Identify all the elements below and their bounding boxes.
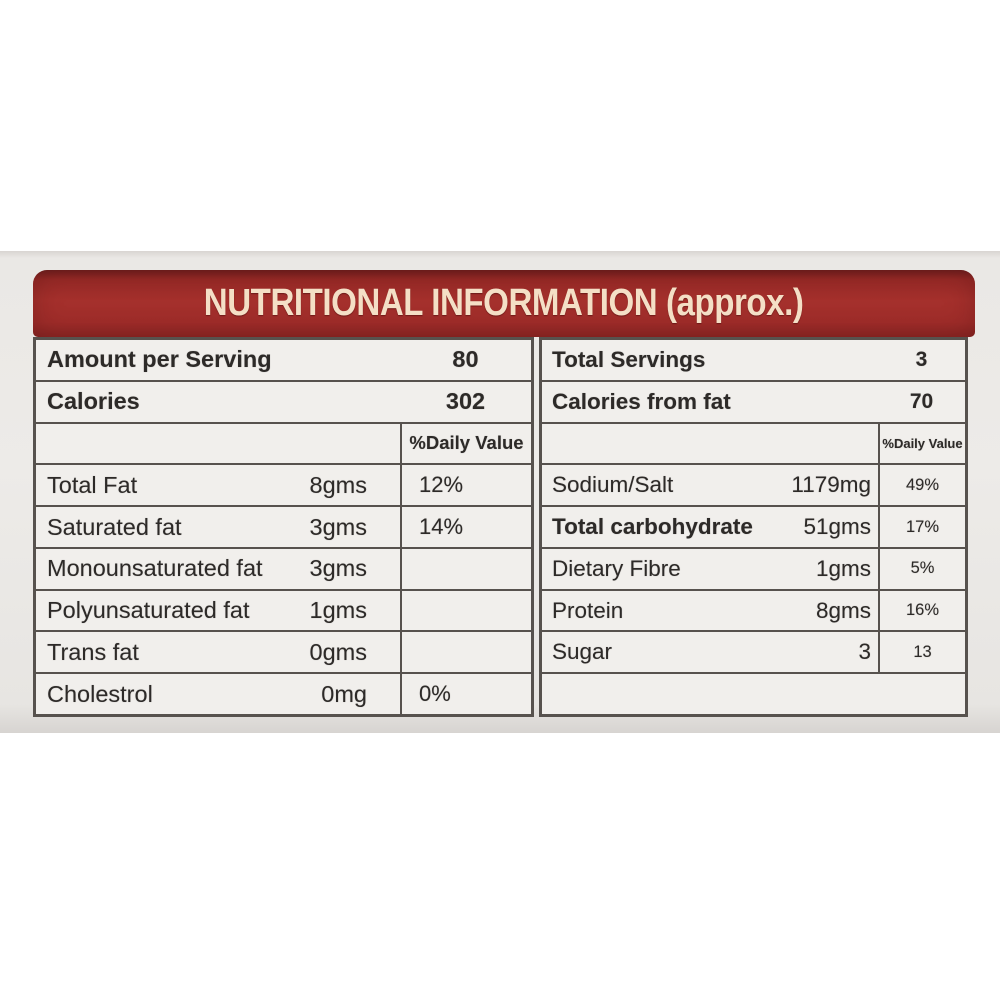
row-amount: 0mg [321,680,367,707]
row-amount: 3 [858,639,871,665]
row-label: Calories from fat [552,388,731,414]
row-value: 3 [915,347,928,371]
row-daily-value: 17% [878,507,965,547]
row-cholestrol: Cholestrol 0mg 0% [36,672,531,715]
row-total-fat: Total Fat 8gms 12% [36,463,531,506]
row-dietary-fibre: Dietary Fibre 1gms 5% [542,546,965,589]
row-sodium-salt: Sodium/Salt 1179mg 49% [542,463,965,506]
row-amount-per-serving: Amount per Serving 80 [36,340,531,380]
row-amount: 8gms [309,471,367,498]
row-daily-value: 5% [878,548,965,589]
row-daily-value-header: %Daily Value [36,421,531,464]
row-value: 70 [909,389,934,413]
row-amount: 1gms [815,555,871,581]
daily-value-header: %Daily Value [878,423,965,464]
row-daily-value [400,632,531,673]
row-label: Total carbohydrate [552,514,753,540]
row-label: Saturated fat [47,513,182,540]
row-amount: 51gms [803,514,871,540]
empty-cell [542,424,878,464]
row-daily-value: 0% [400,674,531,715]
row-daily-value: 14% [400,507,531,547]
row-label: Monounsaturated fat [47,555,263,582]
row-label: Protein [552,597,624,623]
row-label: Polyunsaturated fat [47,597,250,624]
row-daily-value: 12% [400,465,531,506]
row-saturated-fat: Saturated fat 3gms 14% [36,505,531,547]
row-monounsaturated-fat: Monounsaturated fat 3gms [36,546,531,589]
row-label: Calories [47,388,140,415]
nutrition-table-right: Total Servings 3 Calories from fat 70 %D… [539,337,968,717]
row-label: Trans fat [47,638,139,665]
row-label: Sugar [552,639,613,665]
daily-value-header: %Daily Value [400,423,531,464]
row-label: Total Fat [47,471,138,498]
row-calories-from-fat: Calories from fat 70 [542,379,965,422]
row-daily-value: 49% [878,465,965,506]
row-daily-value: 16% [878,590,965,631]
empty-cell [542,674,965,714]
row-daily-value [400,590,531,631]
row-empty [542,672,965,714]
row-amount: 3gms [309,513,367,540]
row-amount: 8gms [815,597,871,623]
row-daily-value: 13 [878,632,965,673]
row-label: Total Servings [552,346,706,372]
row-label: Amount per Serving [47,346,272,373]
row-value: 80 [452,346,479,373]
row-polyunsaturated-fat: Polyunsaturated fat 1gms [36,588,531,631]
row-amount: 1179mg [791,472,871,498]
row-label: Sodium/Salt [552,472,674,498]
row-trans-fat: Trans fat 0gms [36,630,531,673]
label-title: NUTRITIONAL INFORMATION (approx.) [204,282,804,324]
row-amount: 0gms [309,638,367,665]
row-daily-value-header: %Daily Value [542,421,965,464]
row-total-servings: Total Servings 3 [542,340,965,380]
row-label: Cholestrol [47,680,153,707]
row-total-carbohydrate: Total carbohydrate 51gms 17% [542,505,965,547]
empty-cell [36,424,400,464]
row-daily-value [400,548,531,589]
nutrition-table-left: Amount per Serving 80 Calories 302 %Dail… [33,337,534,717]
row-sugar: Sugar 3 13 [542,630,965,673]
row-protein: Protein 8gms 16% [542,588,965,631]
label-header-bar: NUTRITIONAL INFORMATION (approx.) [33,270,975,337]
row-amount: 3gms [309,555,367,582]
row-value: 302 [445,388,486,415]
row-amount: 1gms [309,597,367,624]
row-calories: Calories 302 [36,379,531,422]
row-label: Dietary Fibre [552,555,681,581]
